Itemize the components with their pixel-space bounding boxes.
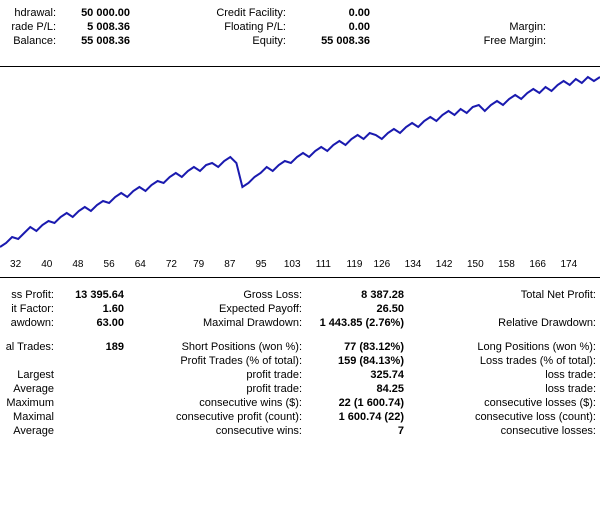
chart-x-axis: 32 40 48 56 64 72 79 87 95 103 111 119 126 134 142 150 1… bbox=[0, 257, 600, 277]
x-tick: 103 bbox=[284, 259, 301, 270]
avg-profit-trade-value: 84.25 bbox=[306, 382, 416, 396]
account-summary-top: hdrawal: 50 000.00 Credit Facility: 0.00… bbox=[0, 0, 600, 58]
consec-wins-value: 22 (1 600.74) bbox=[306, 396, 416, 410]
x-tick: 72 bbox=[166, 259, 177, 270]
total-trades-value: 189 bbox=[58, 340, 136, 354]
freemargin-label: Free Margin: bbox=[380, 34, 550, 48]
short-pos-label: Short Positions (won %): bbox=[136, 340, 306, 354]
consec-losses-label: consecutive losses ($): bbox=[416, 396, 600, 410]
short-pos-value: 77 (83.12%) bbox=[306, 340, 416, 354]
avg-consec-wins-value: 7 bbox=[306, 424, 416, 438]
consec-loss-count-label: consecutive loss (count): bbox=[416, 410, 600, 424]
profit-factor-value: 1.60 bbox=[58, 302, 136, 316]
x-tick: 32 bbox=[10, 259, 21, 270]
x-tick: 126 bbox=[373, 259, 390, 270]
largest-label: Largest bbox=[0, 368, 58, 382]
largest-profit-trade-label: profit trade: bbox=[136, 368, 306, 382]
margin-label: Margin: bbox=[380, 20, 550, 34]
equity-label: Equity: bbox=[140, 34, 290, 48]
profit-trades-value: 159 (84.13%) bbox=[306, 354, 416, 368]
maximum-label: Maximum bbox=[0, 396, 58, 410]
gross-loss-label: Gross Loss: bbox=[136, 288, 306, 302]
average-label-2: Average bbox=[0, 424, 58, 438]
x-tick: 40 bbox=[41, 259, 52, 270]
x-tick: 166 bbox=[529, 259, 546, 270]
long-pos-label: Long Positions (won %): bbox=[416, 340, 600, 354]
abs-drawdown-value: 63.00 bbox=[58, 316, 136, 330]
equity-value: 55 008.36 bbox=[290, 34, 380, 48]
consec-profit-value: 1 600.74 (22) bbox=[306, 410, 416, 424]
max-drawdown-label: Maximal Drawdown: bbox=[136, 316, 306, 330]
expected-payoff-label: Expected Payoff: bbox=[136, 302, 306, 316]
net-profit-label: Total Net Profit: bbox=[416, 288, 600, 302]
avg-loss-trade-label: loss trade: bbox=[416, 382, 600, 396]
balance-value: 55 008.36 bbox=[60, 34, 140, 48]
credit-label: Credit Facility: bbox=[140, 6, 290, 20]
consec-profit-label: consecutive profit (count): bbox=[136, 410, 306, 424]
profit-factor-label: it Factor: bbox=[0, 302, 58, 316]
floating-value: 0.00 bbox=[290, 20, 380, 34]
gross-loss-value: 8 387.28 bbox=[306, 288, 416, 302]
loss-trades-label: Loss trades (% of total): bbox=[416, 354, 600, 368]
total-trades-label: al Trades: bbox=[0, 340, 58, 354]
x-tick: 134 bbox=[405, 259, 422, 270]
max-drawdown-value: 1 443.85 (2.76%) bbox=[306, 316, 416, 330]
tradepl-value: 5 008.36 bbox=[60, 20, 140, 34]
chart-plot-area bbox=[0, 67, 600, 257]
bottom-table: ss Profit: 13 395.64 Gross Loss: 8 387.2… bbox=[0, 288, 600, 438]
equity-chart: 32 40 48 56 64 72 79 87 95 103 111 119 126 134 142 150 1… bbox=[0, 66, 600, 278]
top-table: hdrawal: 50 000.00 Credit Facility: 0.00… bbox=[0, 6, 600, 48]
x-tick: 111 bbox=[316, 259, 331, 270]
profit-trades-label: Profit Trades (% of total): bbox=[136, 354, 306, 368]
x-tick: 79 bbox=[193, 259, 204, 270]
avg-consec-losses-label: consecutive losses: bbox=[416, 424, 600, 438]
x-tick: 119 bbox=[347, 259, 363, 270]
gross-profit-value: 13 395.64 bbox=[58, 288, 136, 302]
x-tick: 158 bbox=[498, 259, 515, 270]
withdrawal-label: hdrawal: bbox=[0, 6, 60, 20]
tradepl-label: rade P/L: bbox=[0, 20, 60, 34]
x-tick: 174 bbox=[560, 259, 577, 270]
largest-profit-trade-value: 325.74 bbox=[306, 368, 416, 382]
x-tick: 150 bbox=[467, 259, 484, 270]
balance-label: Balance: bbox=[0, 34, 60, 48]
x-tick: 48 bbox=[72, 259, 83, 270]
expected-payoff-value: 26.50 bbox=[306, 302, 416, 316]
gross-profit-label: ss Profit: bbox=[0, 288, 58, 302]
x-tick: 64 bbox=[135, 259, 146, 270]
rel-drawdown-label: Relative Drawdown: bbox=[416, 316, 600, 330]
x-tick: 142 bbox=[436, 259, 453, 270]
avg-profit-trade-label: profit trade: bbox=[136, 382, 306, 396]
avg-consec-wins-label: consecutive wins: bbox=[136, 424, 306, 438]
largest-loss-trade-label: loss trade: bbox=[416, 368, 600, 382]
floating-label: Floating P/L: bbox=[140, 20, 290, 34]
consec-wins-label: consecutive wins ($): bbox=[136, 396, 306, 410]
results-summary: ss Profit: 13 395.64 Gross Loss: 8 387.2… bbox=[0, 282, 600, 438]
maximal-label: Maximal bbox=[0, 410, 58, 424]
x-tick: 95 bbox=[255, 259, 266, 270]
average-label-1: Average bbox=[0, 382, 58, 396]
withdrawal-value: 50 000.00 bbox=[60, 6, 140, 20]
abs-drawdown-label: awdown: bbox=[0, 316, 58, 330]
credit-value: 0.00 bbox=[290, 6, 380, 20]
x-tick: 56 bbox=[104, 259, 115, 270]
equity-line bbox=[0, 67, 600, 257]
x-tick: 87 bbox=[224, 259, 235, 270]
